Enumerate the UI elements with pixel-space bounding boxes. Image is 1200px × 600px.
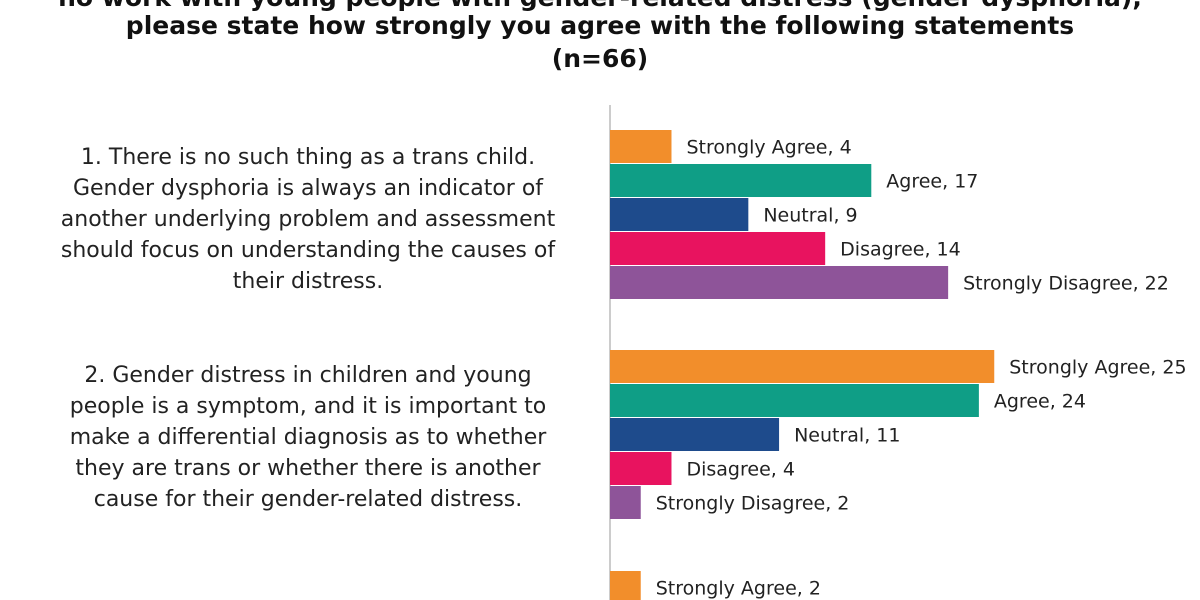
statement-1-line: their distress. [232,269,384,294]
data-label: Agree, 17 [886,171,978,193]
data-label: Agree, 24 [994,391,1086,413]
bar-strongly-agree [610,571,641,600]
data-label: Strongly Agree, 2 [656,578,821,600]
data-label: Neutral, 11 [794,425,900,447]
statement-2-line: they are trans or whether there is anoth… [75,456,541,481]
statement-2-line: 2. Gender distress in children and young [84,363,532,388]
statement-2-label: 2. Gender distress in children and young… [28,360,588,515]
data-label: Neutral, 9 [763,205,857,227]
statement-1-line: another underlying problem and assessmen… [60,207,556,232]
bar-disagree [610,232,826,265]
data-label: Disagree, 4 [686,459,794,481]
statement-1-line: 1. There is no such thing as a trans chi… [80,145,536,170]
statement-1-label: 1. There is no such thing as a trans chi… [28,142,588,297]
bar-agree [610,164,872,197]
bar-strongly-disagree [610,486,641,519]
bar-strongly-agree [610,130,672,163]
data-label: Strongly Disagree, 2 [656,493,850,515]
bar-neutral [610,198,749,231]
chart-title-line-3: (n=66) [551,44,649,73]
bar-neutral [610,418,780,451]
chart-title-line-2: please state how strongly you agree with… [125,11,1075,40]
statement-2-line: cause for their gender-related distress. [93,487,523,512]
data-label: Strongly Agree, 4 [686,137,851,159]
statement-2-line: people is a symptom, and it is important… [69,394,547,419]
chart-title-line-1: ho work with young people with gender-re… [0,0,1200,12]
data-label: Strongly Disagree, 22 [963,273,1169,295]
statement-1-line: should focus on understanding the causes… [60,238,556,263]
bar-strongly-agree [610,350,995,383]
statement-1-line: Gender dysphoria is always an indicator … [72,176,544,201]
bar-agree [610,384,979,417]
statement-2-line: make a differential diagnosis as to whet… [69,425,547,450]
bar-strongly-disagree [610,266,949,299]
data-label: Disagree, 14 [840,239,961,261]
data-label: Strongly Agree, 25 [1009,357,1186,379]
bar-disagree [610,452,672,485]
